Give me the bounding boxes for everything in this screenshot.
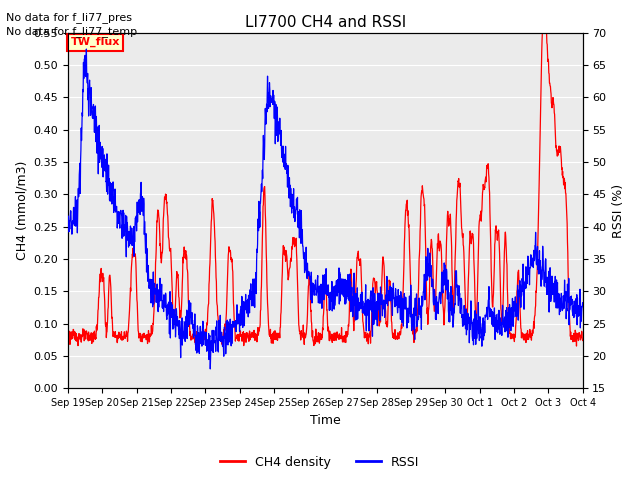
Text: No data for f_li77_pres: No data for f_li77_pres: [6, 12, 132, 23]
X-axis label: Time: Time: [310, 414, 340, 427]
Legend: CH4 density, RSSI: CH4 density, RSSI: [216, 451, 424, 474]
Text: No data for f_li77_temp: No data for f_li77_temp: [6, 26, 138, 37]
Text: TW_flux: TW_flux: [70, 37, 120, 47]
Y-axis label: CH4 (mmol/m3): CH4 (mmol/m3): [15, 161, 28, 260]
Title: LI7700 CH4 and RSSI: LI7700 CH4 and RSSI: [244, 15, 406, 30]
Y-axis label: RSSI (%): RSSI (%): [612, 183, 625, 238]
